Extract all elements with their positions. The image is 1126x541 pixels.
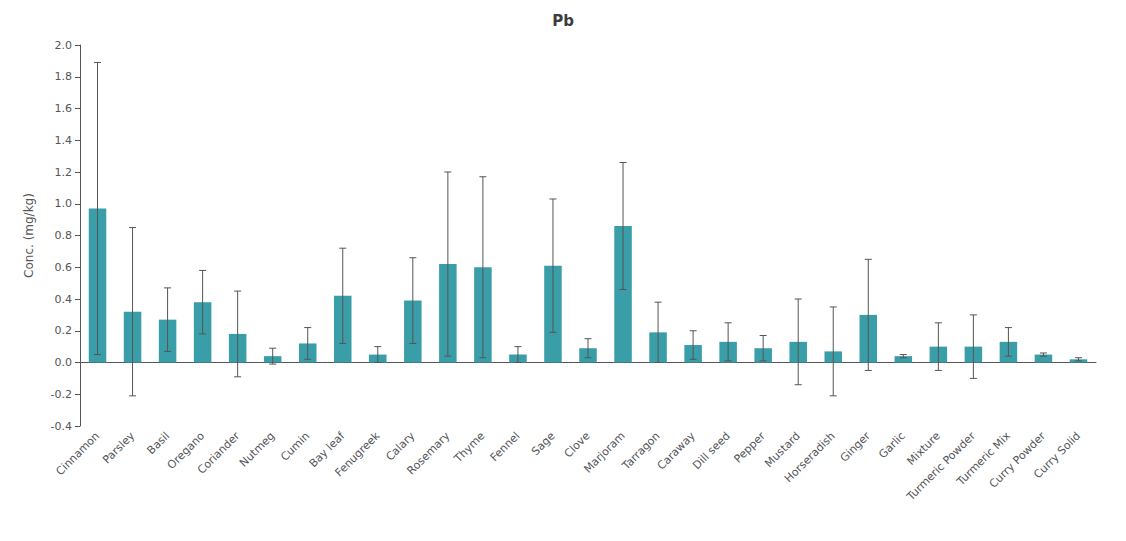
svg-text:Fennel: Fennel xyxy=(488,429,523,464)
svg-text:Fenugreek: Fenugreek xyxy=(333,429,383,479)
svg-text:1.8: 1.8 xyxy=(55,70,73,83)
svg-text:Mixture: Mixture xyxy=(904,429,943,468)
svg-text:Marjoram: Marjoram xyxy=(581,429,627,475)
svg-text:0.4: 0.4 xyxy=(55,293,73,306)
svg-text:Curry Powder: Curry Powder xyxy=(987,429,1049,491)
svg-text:Dill seed: Dill seed xyxy=(690,429,733,472)
svg-text:Caraway: Caraway xyxy=(655,429,698,472)
svg-text:Conc. (mg/kg): Conc. (mg/kg) xyxy=(22,193,36,278)
svg-text:Ginger: Ginger xyxy=(838,429,874,465)
svg-text:Cinnamon: Cinnamon xyxy=(53,429,102,478)
svg-text:0.0: 0.0 xyxy=(55,356,73,369)
svg-text:Cumin: Cumin xyxy=(278,429,312,463)
svg-text:1.6: 1.6 xyxy=(55,102,73,115)
svg-text:Pb: Pb xyxy=(552,12,574,30)
svg-text:-0.2: -0.2 xyxy=(51,388,72,401)
svg-text:Tarragon: Tarragon xyxy=(619,429,663,473)
svg-text:Garlic: Garlic xyxy=(876,429,908,461)
svg-text:-0.4: -0.4 xyxy=(51,420,72,433)
svg-text:Calary: Calary xyxy=(383,429,417,463)
svg-text:Turmeric Powder: Turmeric Powder xyxy=(904,429,978,503)
svg-text:Pepper: Pepper xyxy=(731,429,768,466)
svg-text:Horseradish: Horseradish xyxy=(782,429,838,485)
svg-text:2.0: 2.0 xyxy=(55,39,73,52)
svg-text:Oregano: Oregano xyxy=(164,429,208,472)
svg-text:1.0: 1.0 xyxy=(55,197,73,210)
svg-text:Sage: Sage xyxy=(529,429,558,458)
svg-text:Rosemary: Rosemary xyxy=(405,429,453,477)
svg-text:Mustard: Mustard xyxy=(762,429,803,471)
svg-text:1.2: 1.2 xyxy=(55,166,73,179)
svg-text:0.6: 0.6 xyxy=(55,261,73,274)
svg-text:Turmeric Mix: Turmeric Mix xyxy=(954,429,1013,488)
svg-text:Nutmeg: Nutmeg xyxy=(237,429,277,469)
svg-text:0.8: 0.8 xyxy=(55,229,73,242)
svg-text:Basil: Basil xyxy=(145,429,173,457)
svg-text:Clove: Clove xyxy=(562,429,593,460)
svg-text:Curry Solid: Curry Solid xyxy=(1031,429,1083,481)
svg-text:1.4: 1.4 xyxy=(55,134,73,147)
svg-text:Coriander: Coriander xyxy=(195,429,243,477)
svg-text:Thyme: Thyme xyxy=(451,429,488,466)
svg-text:Bay leaf: Bay leaf xyxy=(306,429,348,471)
svg-text:Parsley: Parsley xyxy=(100,429,137,466)
svg-text:0.2: 0.2 xyxy=(55,324,73,337)
